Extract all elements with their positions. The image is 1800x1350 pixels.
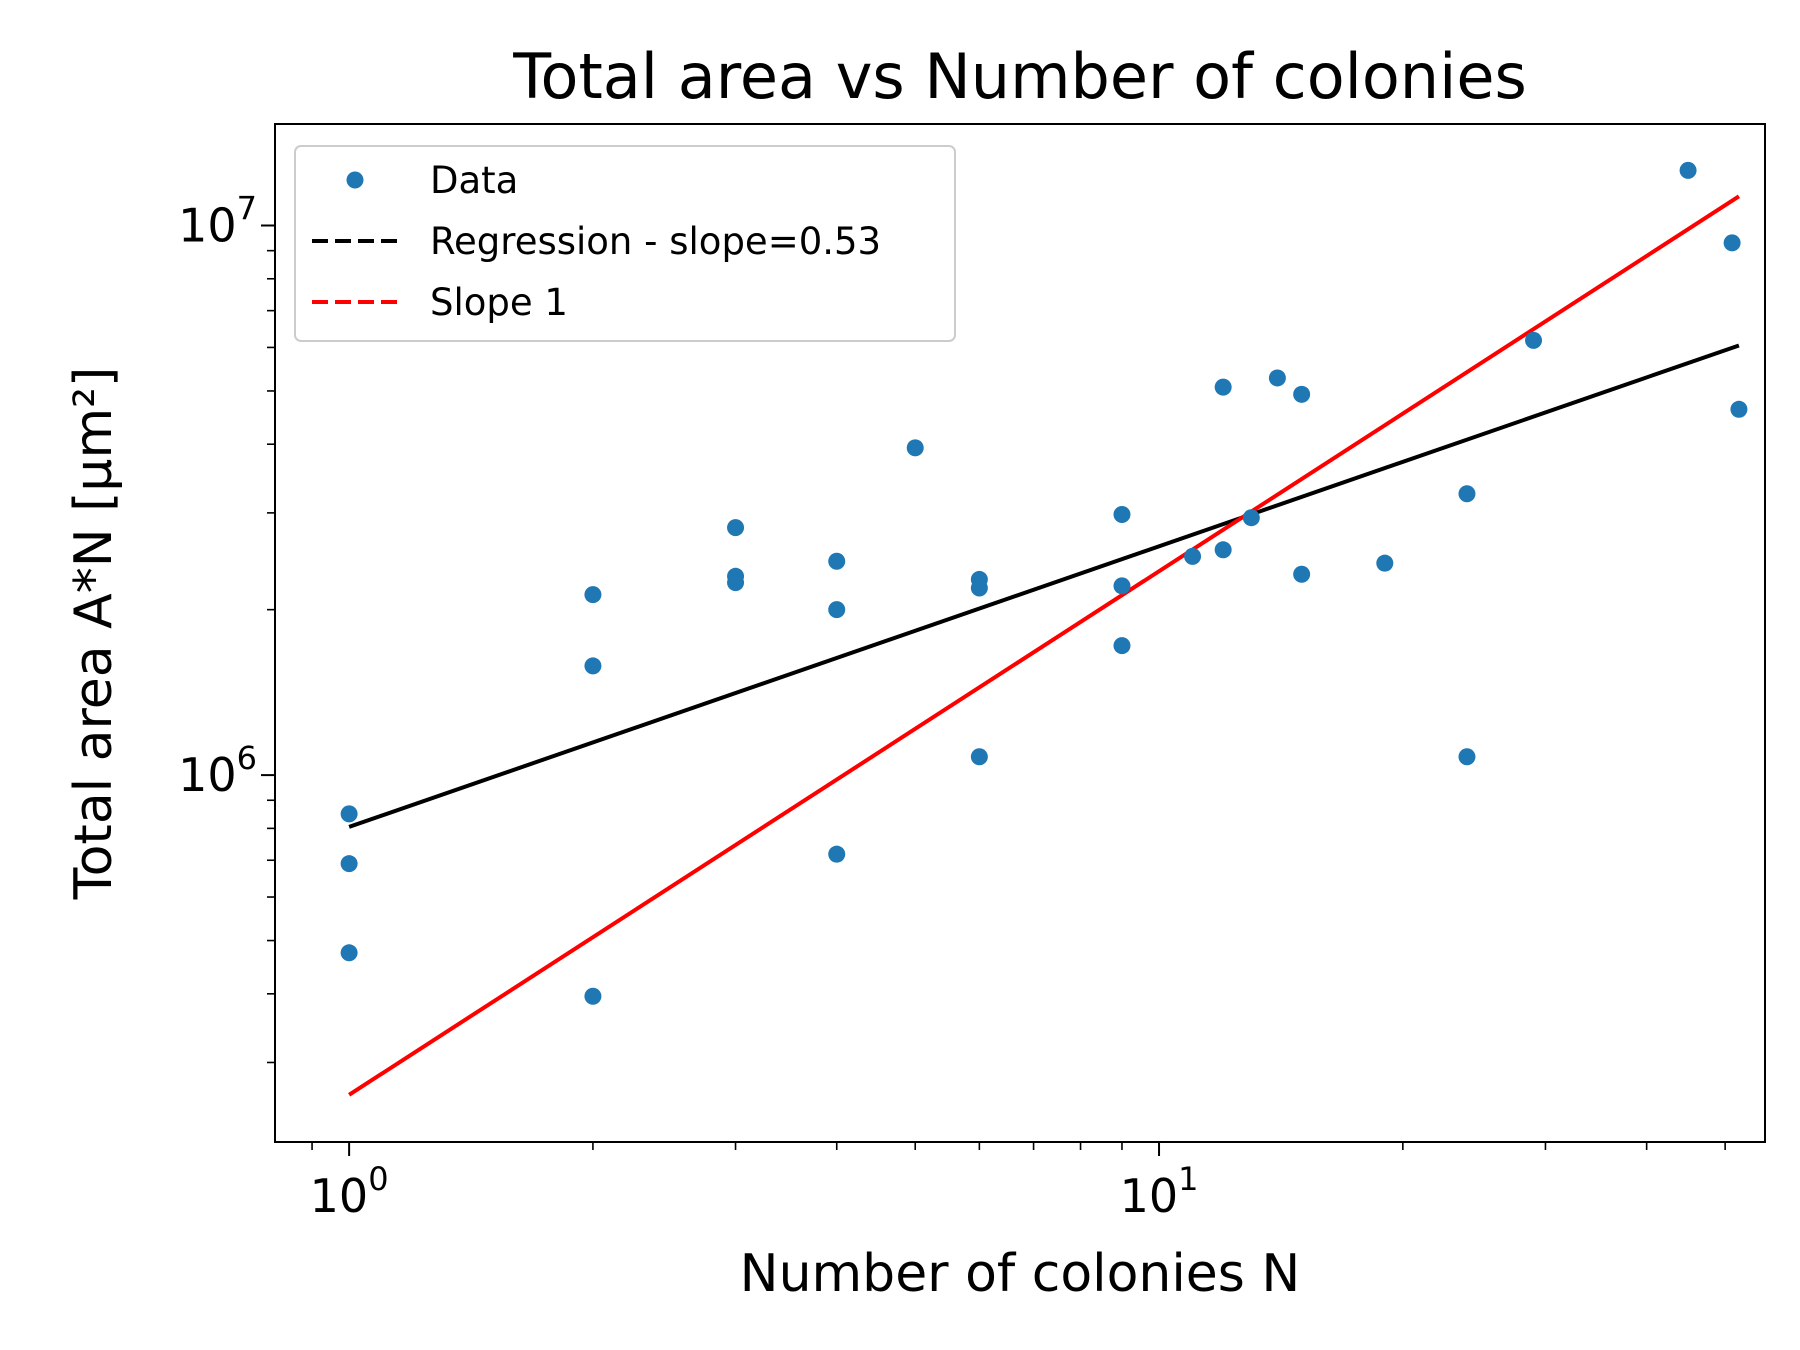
- data-point: [1679, 161, 1697, 179]
- series-layer: [340, 161, 1748, 1097]
- data-point: [1458, 748, 1476, 766]
- data-point: [727, 519, 745, 537]
- data-point: [828, 601, 846, 619]
- plot-frame: [274, 123, 1766, 1143]
- x-tick-label: 101: [1120, 1160, 1199, 1223]
- data-point: [1458, 485, 1476, 503]
- data-point: [1184, 547, 1202, 565]
- tick-exponent: 7: [237, 190, 257, 228]
- y-tick-label: 106: [178, 739, 257, 802]
- data-point: [1242, 509, 1260, 527]
- x-axis-title: Number of colonies N: [740, 1244, 1301, 1304]
- tick-exponent: 1: [1178, 1160, 1198, 1198]
- data-point: [340, 855, 358, 873]
- tick-exponent: 6: [237, 739, 257, 777]
- y-axis-title: Total area A*N [μm²]: [64, 367, 124, 901]
- data-point: [970, 579, 988, 597]
- legend-label: Slope 1: [430, 281, 568, 324]
- data-point: [1214, 541, 1232, 559]
- legend-label: Data: [430, 159, 518, 202]
- data-point: [828, 552, 846, 570]
- legend: Data Regression - slope=0.53 Slope 1: [294, 145, 956, 342]
- slope-one-line: [348, 194, 1741, 1097]
- legend-label: Regression - slope=0.53: [430, 220, 881, 263]
- tick-base: 10: [1120, 1169, 1179, 1223]
- y-tick-label: 107: [178, 190, 257, 253]
- legend-box: [294, 145, 956, 342]
- data-point: [727, 574, 745, 592]
- chart-title: Total area vs Number of colonies: [512, 40, 1527, 113]
- data-point: [340, 944, 358, 962]
- data-point: [584, 586, 602, 604]
- tick-base: 10: [178, 748, 237, 802]
- data-point: [970, 748, 988, 766]
- data-point: [1113, 577, 1131, 595]
- data-point: [1214, 378, 1232, 396]
- data-point: [828, 845, 846, 863]
- data-point: [1113, 505, 1131, 523]
- data-point: [1376, 554, 1394, 572]
- x-tick-label: 100: [310, 1160, 389, 1223]
- data-point: [1113, 637, 1131, 655]
- data-point: [584, 657, 602, 675]
- data-point: [1268, 369, 1286, 387]
- legend-marker-data: [346, 171, 364, 189]
- tick-base: 10: [178, 199, 237, 253]
- data-point: [906, 439, 924, 457]
- data-point: [1525, 331, 1543, 349]
- data-point: [584, 987, 602, 1005]
- data-point: [1723, 234, 1741, 252]
- regression-line: [348, 343, 1740, 829]
- tick-exponent: 0: [368, 1160, 388, 1198]
- data-point: [1293, 565, 1311, 583]
- tick-base: 10: [310, 1169, 369, 1223]
- data-point: [1293, 385, 1311, 403]
- data-point: [340, 805, 358, 823]
- data-point: [1730, 400, 1748, 418]
